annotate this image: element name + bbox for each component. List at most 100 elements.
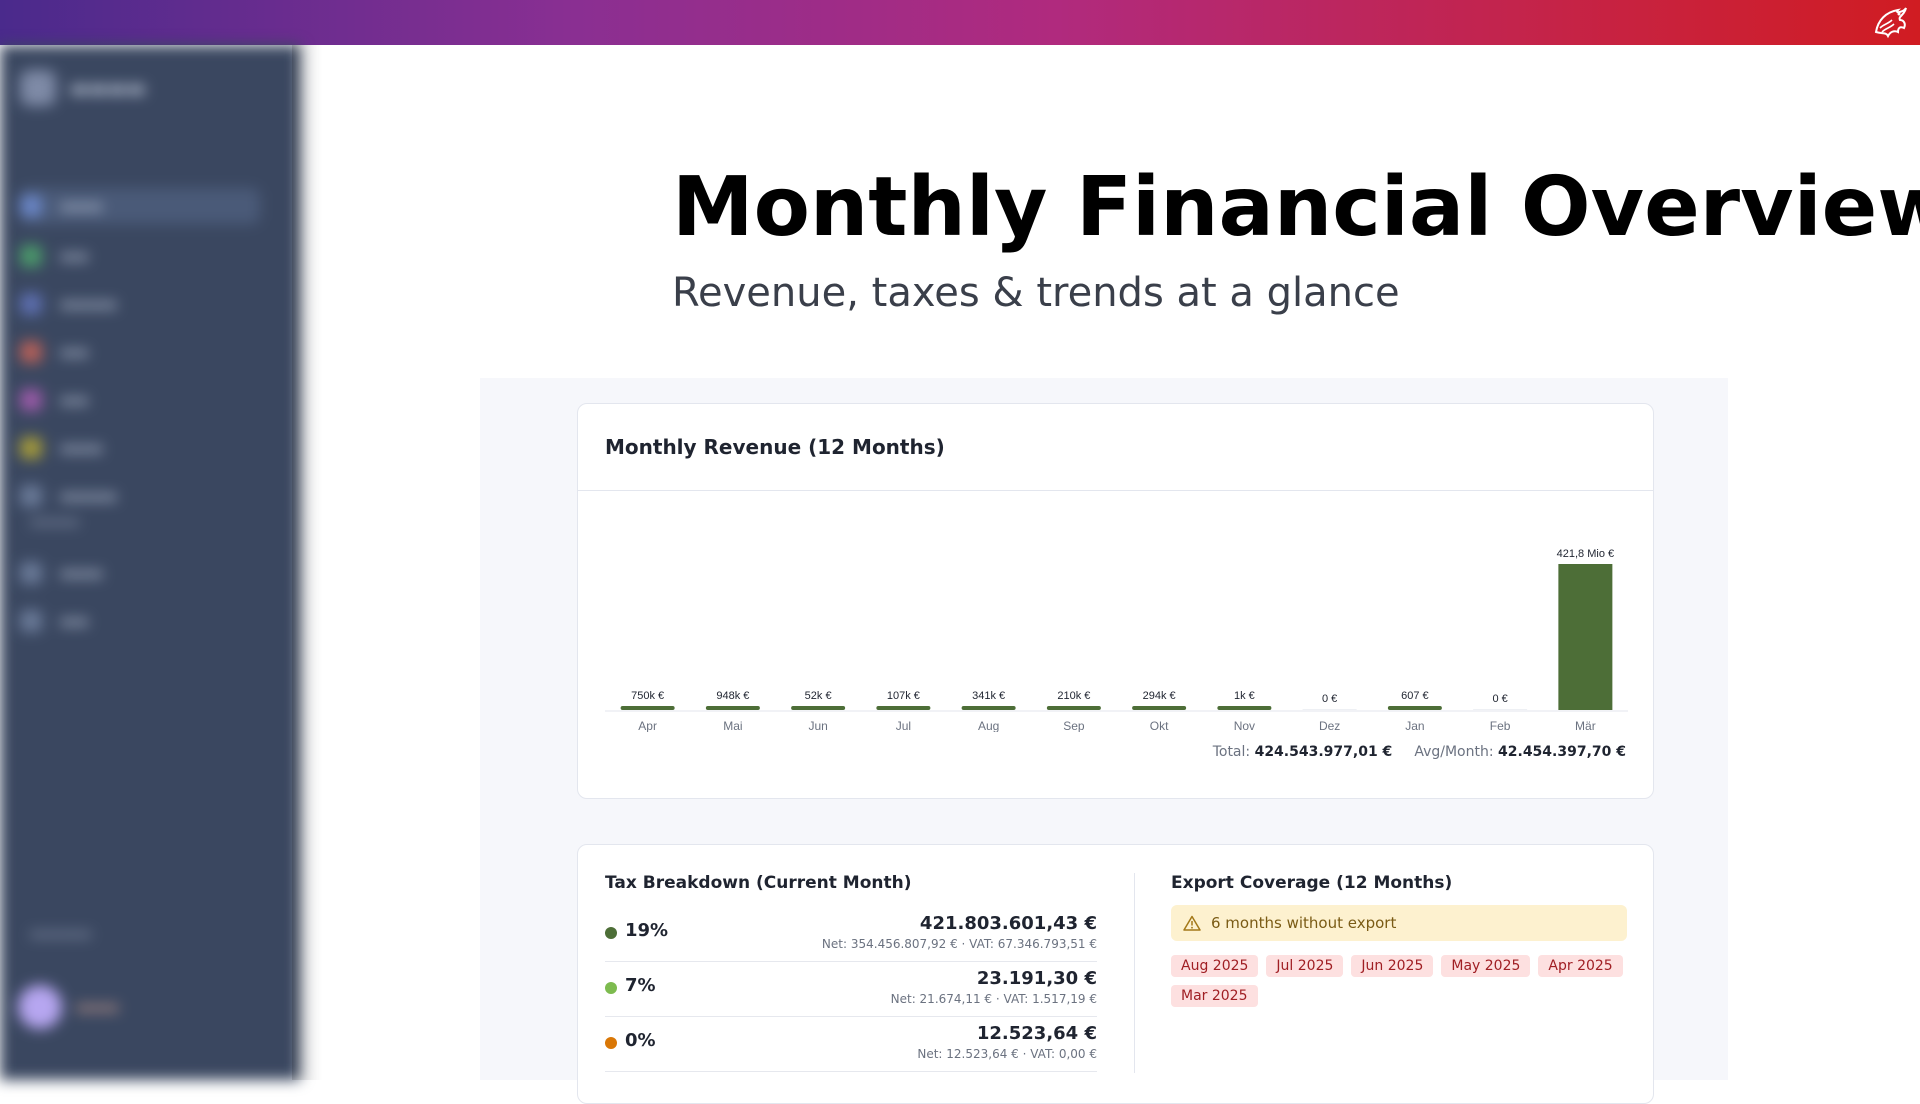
revenue-bar[interactable]: [961, 706, 1016, 710]
revenue-card-title: Monthly Revenue (12 Months): [578, 404, 1653, 491]
missing-month-tag[interactable]: Mar 2025: [1171, 985, 1258, 1007]
user-icon: [20, 610, 42, 632]
tax-rate: 7%: [625, 975, 656, 996]
tax-detail: Net: 12.523,64 € · VAT: 0,00 €: [917, 1047, 1097, 1061]
warning-triangle-icon: [1183, 915, 1201, 931]
x-tick-label: Jul: [896, 719, 911, 732]
sidebar-item[interactable]: ▬▬: [20, 238, 260, 274]
page-title: Monthly Financial Overview: [672, 160, 1920, 255]
page-subtitle: Revenue, taxes & trends at a glance: [672, 270, 1400, 316]
tax-detail: Net: 354.456.807,92 € · VAT: 67.346.793,…: [821, 937, 1097, 951]
document-icon: [20, 293, 42, 315]
bar-value-label: 52k €: [805, 690, 832, 702]
tax-amount: 12.523,64 €: [976, 1023, 1097, 1044]
revenue-totals: Total: 424.543.977,01 € Avg/Month: 42.45…: [1213, 744, 1626, 760]
revenue-bar[interactable]: [1046, 706, 1101, 710]
brand-name: ▬▬▬▬: [70, 76, 146, 100]
missing-month-tag[interactable]: Aug 2025: [1171, 955, 1259, 977]
tag-icon: [20, 341, 42, 363]
revenue-bar[interactable]: [620, 706, 675, 710]
bar-value-label: 607 €: [1401, 690, 1429, 702]
export-warning-text: 6 months without export: [1211, 914, 1397, 932]
revenue-bar[interactable]: [1217, 706, 1272, 710]
revenue-bar[interactable]: [1473, 709, 1528, 710]
box-icon: [20, 389, 42, 411]
missing-month-tag[interactable]: Apr 2025: [1538, 955, 1623, 977]
sidebar-footer-label: ▬▬▬▬▬: [30, 927, 92, 942]
tax-color-dot: [605, 982, 617, 994]
missing-month-tag[interactable]: Jun 2025: [1351, 955, 1434, 977]
dragon-logo-icon[interactable]: [1868, 2, 1910, 42]
tax-amount: 421.803.601,43 €: [919, 913, 1097, 934]
x-tick-label: Dez: [1319, 719, 1340, 732]
sidebar-item[interactable]: ▬▬▬: [20, 555, 260, 591]
user-profile[interactable]: ▬▬▬: [18, 985, 119, 1029]
bar-value-label: 210k €: [1057, 690, 1090, 702]
x-tick-label: Mär: [1575, 719, 1596, 732]
bar-value-label: 750k €: [631, 690, 664, 702]
revenue-bar-chart: 750k € Apr 948k € Mai 52k € Jun 107k € Jul 341k …: [605, 548, 1628, 732]
x-tick-label: Nov: [1234, 719, 1255, 732]
tax-amount: 23.191,30 €: [976, 968, 1097, 989]
tax-rate: 0%: [625, 1030, 656, 1051]
missing-month-tag[interactable]: May 2025: [1441, 955, 1531, 977]
export-warning: 6 months without export: [1171, 905, 1627, 941]
total-value: 424.543.977,01 €: [1254, 744, 1393, 760]
sidebar-item[interactable]: ▬▬▬: [20, 188, 260, 224]
bar-value-label: 107k €: [887, 690, 920, 702]
tax-breakdown-title: Tax Breakdown (Current Month): [605, 873, 912, 893]
bar-value-label: 1k €: [1234, 690, 1255, 702]
chart-icon: [20, 245, 42, 267]
column-divider: [1134, 873, 1135, 1073]
avg-value: 42.454.397,70 €: [1498, 744, 1626, 760]
bar-value-label: 294k €: [1143, 690, 1176, 702]
tax-row: 0% 12.523,64 € Net: 12.523,64 € · VAT: 0…: [605, 1017, 1097, 1072]
brand-mark-icon: [20, 70, 56, 106]
x-tick-label: Sep: [1063, 719, 1085, 732]
x-tick-label: Jan: [1405, 719, 1424, 732]
revenue-bar[interactable]: [705, 706, 760, 710]
tax-row: 19% 421.803.601,43 € Net: 354.456.807,92…: [605, 907, 1097, 962]
sidebar-shadow: [292, 45, 322, 1080]
revenue-bar[interactable]: [876, 706, 931, 710]
sidebar-item[interactable]: ▬▬▬▬: [20, 286, 260, 322]
sidebar-brand[interactable]: ▬▬▬▬: [20, 70, 146, 106]
folder-icon: [20, 437, 42, 459]
total-label: Total:: [1212, 744, 1251, 760]
sidebar-item[interactable]: ▬▬▬▬: [20, 478, 260, 514]
sidebar-item[interactable]: ▬▬▬: [20, 430, 260, 466]
revenue-bar[interactable]: [1132, 706, 1187, 710]
tax-detail: Net: 21.674,11 € · VAT: 1.517,19 €: [890, 992, 1097, 1006]
missing-export-tags: Aug 2025 Jul 2025 Jun 2025 May 2025 Apr …: [1171, 955, 1641, 1007]
sidebar-item[interactable]: ▬▬: [20, 603, 260, 639]
revenue-bar[interactable]: [791, 706, 846, 710]
tax-export-card: Tax Breakdown (Current Month) 19% 421.80…: [577, 844, 1654, 1104]
bar-value-label: 948k €: [716, 690, 749, 702]
list-icon: [20, 562, 42, 584]
sidebar: ▬▬▬▬ ▬▬▬ ▬▬ ▬▬▬▬ ▬▬ ▬▬ ▬▬▬ ▬▬▬▬ ▬▬▬▬ ▬▬▬…: [0, 45, 300, 1080]
grid-icon: [20, 195, 42, 217]
revenue-bar[interactable]: [1302, 709, 1357, 710]
tax-color-dot: [605, 927, 617, 939]
tax-rate: 19%: [625, 920, 669, 941]
x-tick-label: Okt: [1150, 719, 1169, 732]
revenue-bar[interactable]: [1387, 706, 1442, 710]
bar-value-label: 341k €: [972, 690, 1005, 702]
avatar: [18, 985, 62, 1029]
x-tick-label: Mai: [723, 719, 742, 732]
x-tick-label: Apr: [638, 719, 657, 732]
revenue-bar[interactable]: [1558, 564, 1613, 710]
sidebar-item[interactable]: ▬▬: [20, 382, 260, 418]
x-tick-label: Aug: [978, 719, 999, 732]
tax-color-dot: [605, 1037, 617, 1049]
settings-icon: [20, 485, 42, 507]
user-name: ▬▬▬: [76, 998, 119, 1016]
tax-row: 7% 23.191,30 € Net: 21.674,11 € · VAT: 1…: [605, 962, 1097, 1017]
missing-month-tag[interactable]: Jul 2025: [1266, 955, 1344, 977]
export-coverage-title: Export Coverage (12 Months): [1171, 873, 1453, 893]
bar-value-label: 421,8 Mio €: [1557, 548, 1614, 560]
sidebar-item[interactable]: ▬▬: [20, 334, 260, 370]
bar-value-label: 0 €: [1492, 693, 1507, 705]
avg-label: Avg/Month:: [1414, 744, 1494, 760]
x-tick-label: Jun: [808, 719, 827, 732]
